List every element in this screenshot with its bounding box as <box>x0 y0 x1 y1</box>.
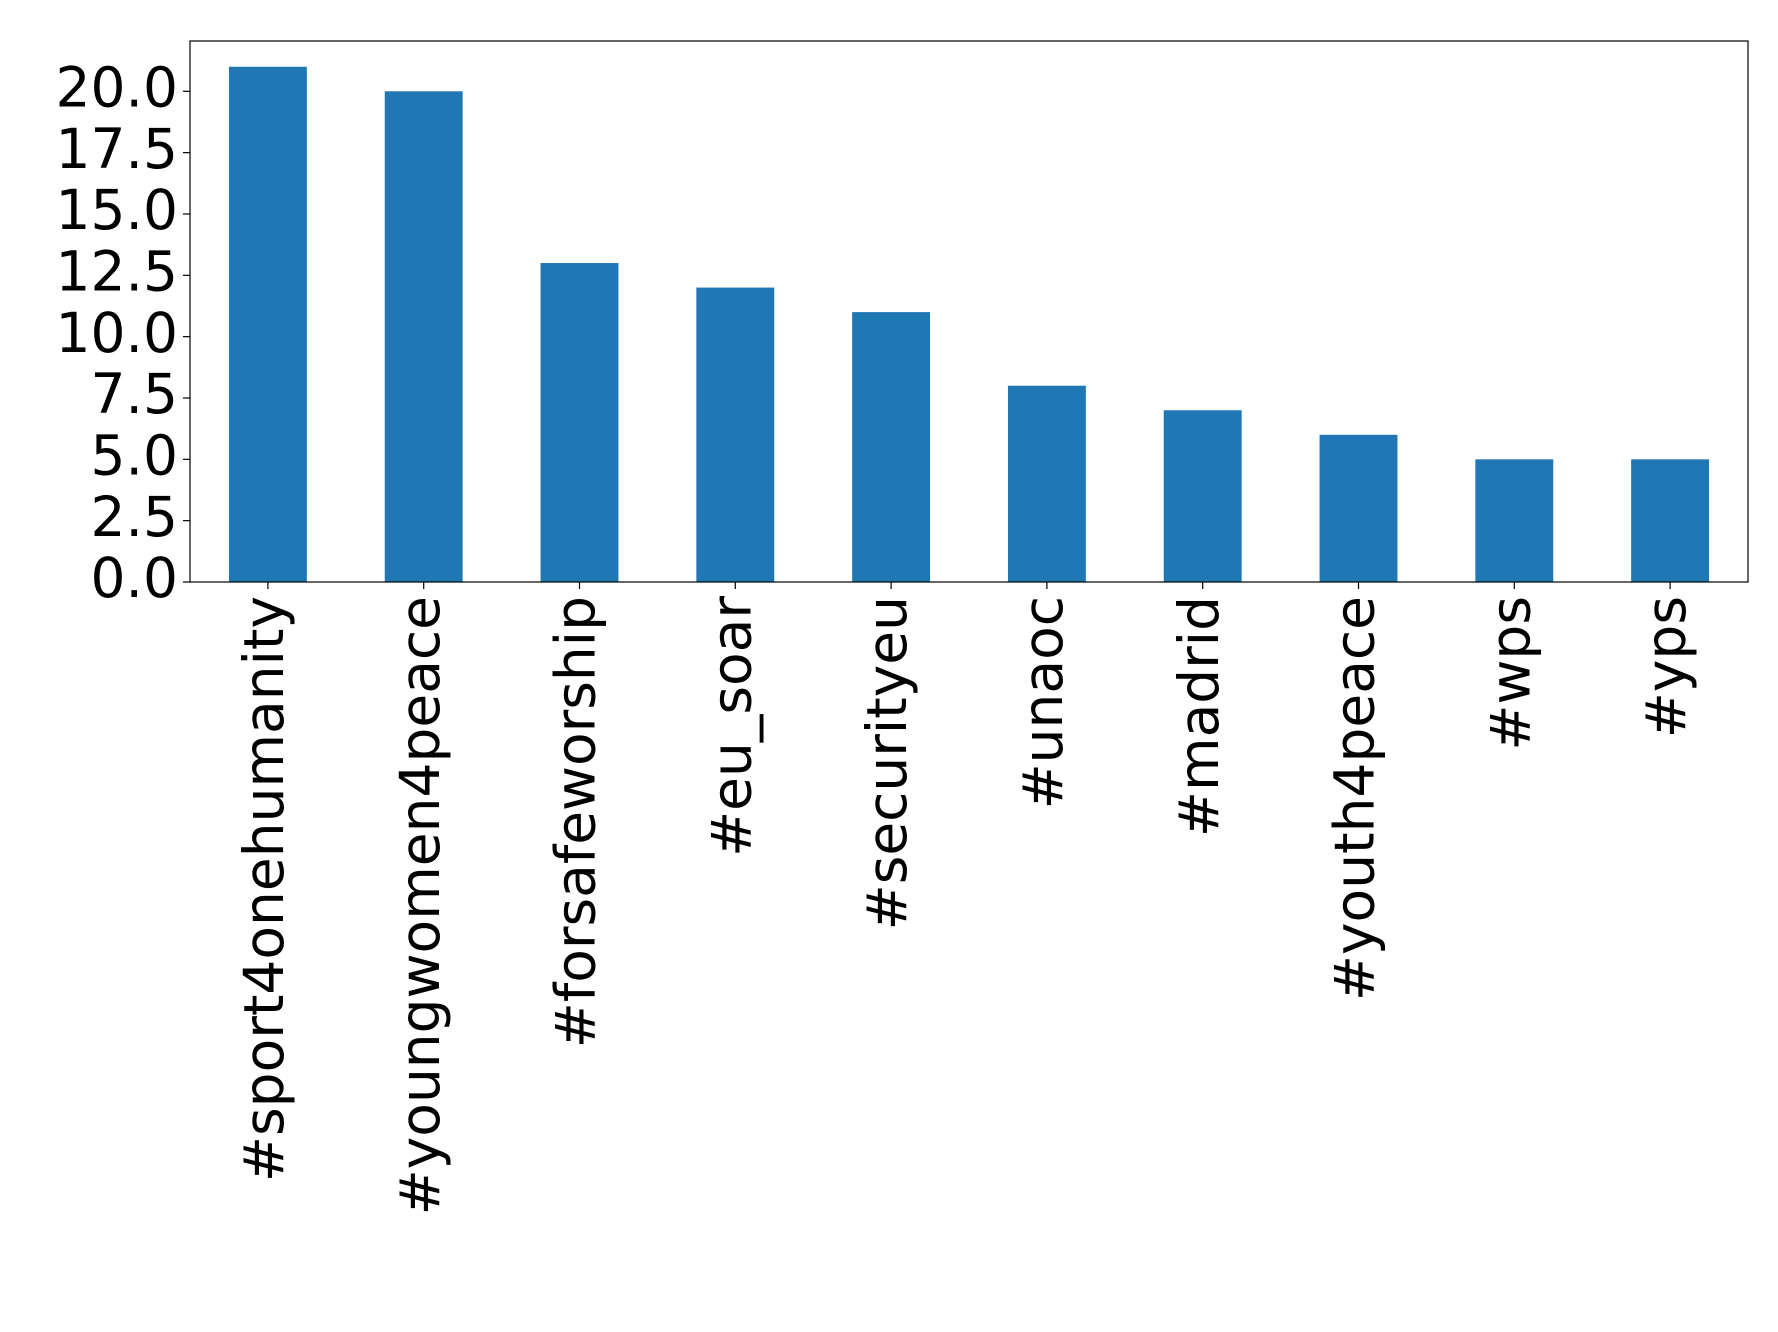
bar <box>852 312 931 582</box>
y-tick-label: 12.5 <box>56 239 178 303</box>
y-tick-label: 10.0 <box>56 301 178 365</box>
y-tick-label: 7.5 <box>91 362 178 426</box>
x-tick-label: #securityeu <box>855 596 919 930</box>
y-tick-label: 20.0 <box>56 55 178 119</box>
x-tick-label: #yps <box>1634 596 1698 738</box>
bar <box>1631 459 1710 582</box>
bar <box>1163 410 1242 582</box>
axes-frame <box>189 40 1749 583</box>
x-tick-label: #youngwomen4peace <box>388 596 452 1215</box>
bar <box>1007 385 1086 582</box>
y-tick-label: 2.5 <box>91 485 178 549</box>
x-tick-label: #forsafeworship <box>544 596 608 1048</box>
y-tick-label: 0.0 <box>91 546 178 610</box>
y-tick-label: 5.0 <box>91 423 178 487</box>
x-tick-label: #youth4peace <box>1323 596 1387 1001</box>
y-tick-label: 17.5 <box>56 117 178 181</box>
y-tick-label: 15.0 <box>56 178 178 242</box>
x-tick-label: #madrid <box>1167 596 1231 837</box>
bar <box>1319 434 1398 582</box>
bar <box>384 91 463 582</box>
bar <box>540 263 619 582</box>
x-tick-label: #unaoc <box>1011 596 1075 809</box>
x-tick-label: #eu_soar <box>699 596 763 857</box>
bar <box>1475 459 1554 582</box>
bar <box>696 287 775 582</box>
x-tick-label: #wps <box>1478 596 1542 751</box>
bar <box>228 66 307 582</box>
x-tick-label: #sport4onehumanity <box>232 596 296 1182</box>
